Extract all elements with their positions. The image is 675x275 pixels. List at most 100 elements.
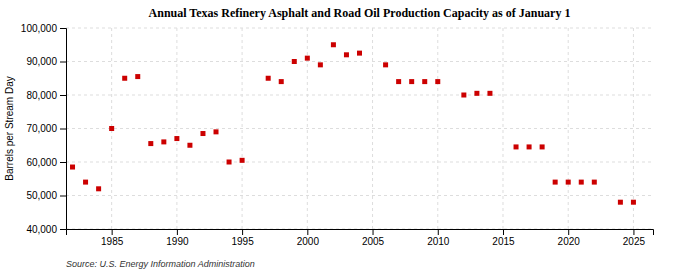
- grid-line: [176, 28, 177, 229]
- y-tick-mark: [60, 162, 66, 163]
- y-tick: 90,000: [26, 56, 66, 67]
- square-marker: [187, 143, 192, 148]
- square-marker: [487, 91, 492, 96]
- y-tick: 60,000: [26, 157, 66, 168]
- x-tick-label: 1985: [101, 236, 124, 247]
- square-marker: [135, 74, 140, 79]
- x-tick-mark: [568, 229, 569, 235]
- square-marker: [109, 126, 114, 131]
- square-marker: [96, 186, 101, 191]
- x-tick-mark: [112, 229, 113, 235]
- x-tick-label: 1995: [231, 236, 254, 247]
- square-marker: [579, 180, 584, 185]
- y-tick-mark: [60, 129, 66, 130]
- grid-line: [66, 95, 653, 96]
- y-axis: 40,000 50,000 60,000 70,000 80,000 90,000 100,…: [21, 23, 67, 235]
- x-tick-label: 2015: [492, 236, 515, 247]
- grid-line: [66, 28, 653, 29]
- square-marker: [305, 56, 310, 61]
- y-tick-label: 50,000: [26, 190, 57, 201]
- square-marker: [514, 144, 519, 149]
- y-tick: 80,000: [26, 90, 66, 101]
- square-marker: [122, 76, 127, 81]
- grid-line: [502, 28, 503, 229]
- x-tick: 2000: [297, 229, 320, 247]
- grid-line: [568, 28, 569, 229]
- square-marker: [435, 79, 440, 84]
- y-tick-label: 40,000: [26, 224, 57, 235]
- square-marker: [200, 131, 205, 136]
- x-tick-label: 2025: [623, 236, 646, 247]
- y-tick-mark: [60, 95, 66, 96]
- grid-line: [242, 28, 243, 229]
- y-tick-mark: [60, 196, 66, 197]
- square-marker: [540, 144, 545, 149]
- y-axis-line: [60, 29, 67, 230]
- square-marker: [214, 129, 219, 134]
- x-tick-label: 2010: [427, 236, 450, 247]
- square-marker: [383, 62, 388, 67]
- x-tick-mark: [242, 229, 243, 235]
- y-tick: 40,000: [26, 224, 66, 235]
- grid-line: [437, 28, 438, 229]
- square-marker: [331, 42, 336, 47]
- x-tick: 1985: [101, 229, 124, 247]
- x-tick: 2020: [558, 229, 581, 247]
- x-tick-mark: [503, 229, 504, 235]
- y-axis-title: Barrels per Stream Day: [4, 76, 15, 180]
- square-marker: [553, 180, 558, 185]
- y-tick: 100,000: [21, 23, 66, 34]
- square-marker: [631, 200, 636, 205]
- grid-line: [372, 28, 373, 229]
- title: Annual Texas Refinery Asphalt and Road O…: [149, 6, 571, 20]
- square-marker: [396, 79, 401, 84]
- square-marker: [292, 59, 297, 64]
- square-marker: [474, 91, 479, 96]
- x-tick: 1995: [231, 229, 254, 247]
- points: [70, 42, 636, 204]
- y-tick: 50,000: [26, 190, 66, 201]
- y-tick-mark: [60, 62, 66, 63]
- square-marker: [279, 79, 284, 84]
- x-axis-line: [67, 230, 654, 236]
- square-marker: [83, 180, 88, 185]
- chart: 1985 1990 1995 2000 2005 2010 2015 2020 2025 40,0…: [0, 0, 675, 275]
- x-tick-mark: [307, 229, 308, 235]
- x-tick-label: 2000: [297, 236, 320, 247]
- x-tick-label: 2020: [558, 236, 581, 247]
- x-tick: 2005: [362, 229, 385, 247]
- plot-area: 1985 1990 1995 2000 2005 2010 2015 2020 2025 40,0…: [21, 23, 654, 247]
- square-marker: [357, 51, 362, 56]
- square-marker: [318, 62, 323, 67]
- y-tick-label: 70,000: [26, 123, 57, 134]
- x-tick-mark: [633, 229, 634, 235]
- square-marker: [527, 144, 532, 149]
- x-tick: 1990: [166, 229, 189, 247]
- square-marker: [461, 93, 466, 98]
- y-tick-label: 60,000: [26, 157, 57, 168]
- square-marker: [174, 136, 179, 141]
- annotation: Source: U.S. Energy Information Administ…: [66, 259, 255, 269]
- y-tick-mark: [60, 28, 66, 29]
- square-marker: [161, 139, 166, 144]
- x-tick-mark: [373, 229, 374, 235]
- y-tick-label: 80,000: [26, 90, 57, 101]
- y-tick-label: 90,000: [26, 56, 57, 67]
- x-tick: 2025: [623, 229, 646, 247]
- square-marker: [227, 160, 232, 165]
- square-marker: [344, 52, 349, 57]
- grid-line: [66, 128, 653, 129]
- x-axis: 1985 1990 1995 2000 2005 2010 2015 2020 2025: [67, 229, 654, 247]
- square-marker: [618, 200, 623, 205]
- x-tick: 2010: [427, 229, 450, 247]
- x-tick-mark: [438, 229, 439, 235]
- x-tick-mark: [177, 229, 178, 235]
- grid-line: [66, 61, 653, 62]
- grid-line: [66, 195, 653, 196]
- square-marker: [148, 141, 153, 146]
- grid-line: [66, 162, 653, 163]
- x-tick: 2015: [492, 229, 515, 247]
- grid-line: [633, 28, 634, 229]
- y-tick: 70,000: [26, 123, 66, 134]
- grid: [66, 28, 653, 229]
